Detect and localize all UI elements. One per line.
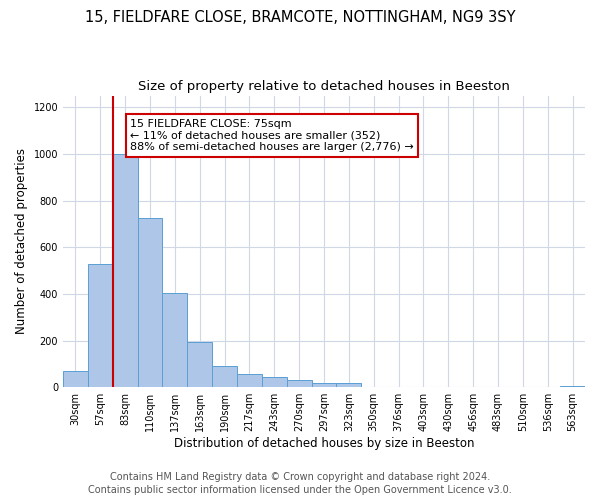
Bar [212,366,237,387]
X-axis label: Distribution of detached houses by size in Beeston: Distribution of detached houses by size … [174,437,474,450]
Title: Size of property relative to detached houses in Beeston: Size of property relative to detached ho… [138,80,510,93]
Bar [113,154,137,387]
Bar [287,380,311,387]
Y-axis label: Number of detached properties: Number of detached properties [15,148,28,334]
Text: 15 FIELDFARE CLOSE: 75sqm
← 11% of detached houses are smaller (352)
88% of semi: 15 FIELDFARE CLOSE: 75sqm ← 11% of detac… [130,119,414,152]
Bar [337,383,361,387]
Bar [63,371,88,387]
Bar [262,378,287,387]
Bar [163,292,187,387]
Bar [237,374,262,387]
Bar [88,264,113,387]
Bar [187,342,212,387]
Bar [311,383,337,387]
Text: Contains HM Land Registry data © Crown copyright and database right 2024.
Contai: Contains HM Land Registry data © Crown c… [88,472,512,495]
Bar [560,386,585,387]
Bar [137,218,163,387]
Text: 15, FIELDFARE CLOSE, BRAMCOTE, NOTTINGHAM, NG9 3SY: 15, FIELDFARE CLOSE, BRAMCOTE, NOTTINGHA… [85,10,515,25]
